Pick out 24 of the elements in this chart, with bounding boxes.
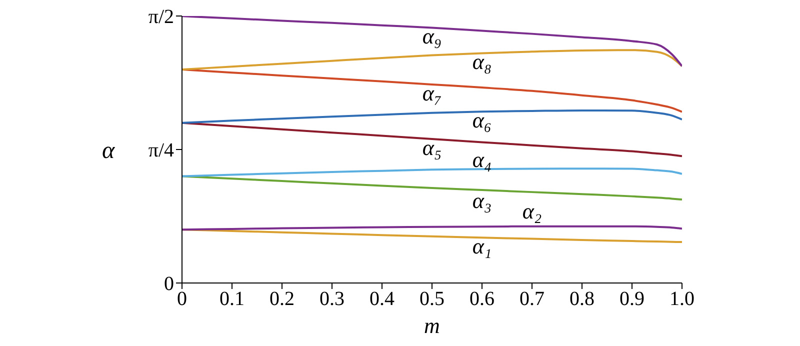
y-tick-label: 0 xyxy=(164,273,174,296)
series-label: α₂ xyxy=(522,198,542,224)
x-axis-title: m xyxy=(424,313,440,338)
series-label: α₁ xyxy=(472,234,492,259)
series-label: α₅ xyxy=(422,135,442,160)
x-tick-label: 0.8 xyxy=(570,288,594,310)
series-label: α₈ xyxy=(472,49,492,74)
x-tick-label: 0.9 xyxy=(620,288,644,310)
x-tick-label: 0.2 xyxy=(270,288,294,310)
y-axis-title: α xyxy=(102,138,115,164)
x-tick-label: 0.6 xyxy=(470,288,494,310)
x-tick-label: 1.0 xyxy=(670,288,694,310)
x-tick-label: 0.3 xyxy=(320,288,344,310)
x-tick-label: 0.1 xyxy=(220,288,244,310)
x-tick-label: 0.4 xyxy=(370,288,394,310)
series-label: α₇ xyxy=(422,80,442,106)
y-tick-label: π/2 xyxy=(148,6,174,28)
x-tick-label: 0.5 xyxy=(420,288,444,310)
series-label: α₆ xyxy=(472,108,492,133)
series-label: α₃ xyxy=(472,188,492,214)
y-tick-label: π/4 xyxy=(148,140,174,162)
series-label: α₄ xyxy=(472,147,492,172)
series-label: α₉ xyxy=(422,24,442,49)
x-tick-label: 0.7 xyxy=(520,288,544,310)
